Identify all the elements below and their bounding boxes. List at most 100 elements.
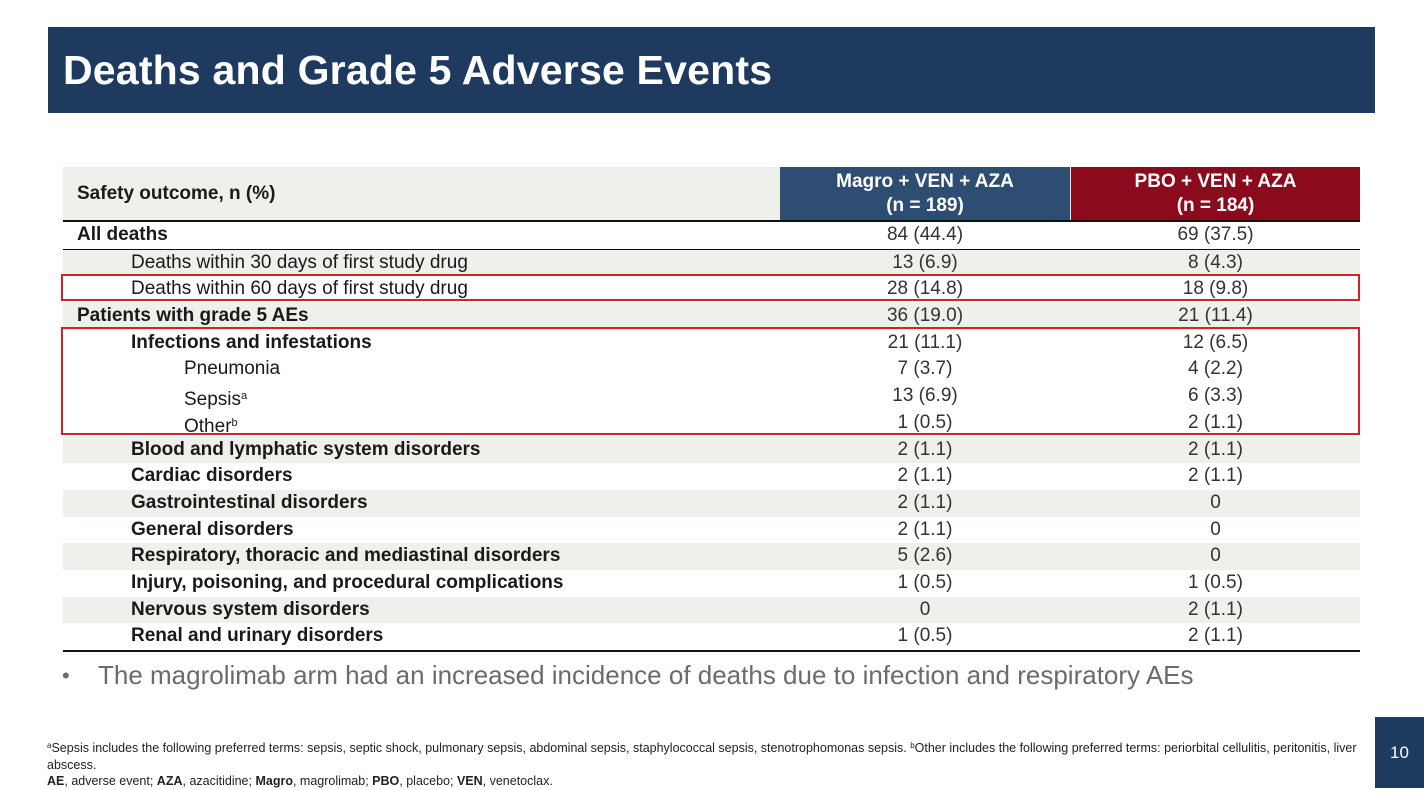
magro-value: 13 (6.9)	[892, 385, 958, 407]
abbr-def: , azacitidine;	[182, 774, 256, 788]
footnote-marker: a	[241, 390, 248, 403]
safety-table: Safety outcome, n (%) Magro + VEN + AZA …	[61, 167, 1360, 652]
abbr-def: , adverse event;	[64, 774, 157, 788]
pbo-value: 12 (6.5)	[1182, 331, 1249, 353]
abbreviations: AE, adverse event; AZA, azacitidine; Mag…	[47, 773, 1357, 790]
magro-value: 2 (1.1)	[897, 438, 953, 460]
table-row: Pneumonia 7 (3.7) 4 (2.2)	[63, 356, 1360, 383]
header-magro-n: (n = 189)	[886, 195, 964, 216]
footnotes: aSepsis includes the following preferred…	[47, 738, 1357, 790]
magro-value: 2 (1.1)	[897, 491, 953, 513]
table-row: Infections and infestations 21 (11.1) 12…	[63, 330, 1360, 357]
pbo-value: 21 (11.4)	[1178, 305, 1253, 327]
pbo-value: 1 (0.5)	[1188, 571, 1243, 593]
header-pbo-arm: PBO + VEN + AZA (n = 184)	[1071, 167, 1360, 220]
pbo-value: 2 (1.1)	[1188, 625, 1243, 647]
table-row: Deaths within 30 days of first study dru…	[63, 249, 1360, 277]
table-row: Patients with grade 5 AEs 36 (19.0) 21 (…	[63, 303, 1360, 330]
magro-value: 1 (0.5)	[897, 411, 953, 433]
table-row: Injury, poisoning, and procedural compli…	[63, 570, 1360, 597]
table-row: Respiratory, thoracic and mediastinal di…	[63, 543, 1360, 570]
header-label: Safety outcome, n (%)	[77, 183, 276, 204]
row-label: Blood and lymphatic system disorders	[131, 438, 481, 460]
magro-value: 1 (0.5)	[897, 571, 953, 593]
table-row: Nervous system disorders 0 2 (1.1)	[63, 596, 1360, 624]
table-row: Gastrointestinal disorders 2 (1.1) 0	[63, 489, 1360, 517]
table-row: Cardiac disorders 2 (1.1) 2 (1.1)	[63, 463, 1360, 490]
magro-value: 2 (1.1)	[897, 465, 953, 487]
row-label: Deaths within 60 days of first study dru…	[131, 278, 468, 300]
magro-value: 28 (14.8)	[886, 278, 964, 300]
key-finding-bullet: • The magrolimab arm had an increased in…	[62, 660, 1194, 691]
row-label-text: Other	[184, 415, 232, 437]
footnote-a-text: Sepsis includes the following preferred …	[51, 741, 911, 755]
pbo-value: 18 (9.8)	[1182, 278, 1249, 300]
abbr-def: , placebo;	[399, 774, 457, 788]
row-label: All deaths	[77, 224, 168, 245]
row-label: Cardiac disorders	[131, 465, 293, 487]
header-pbo-name: PBO + VEN + AZA	[1134, 171, 1297, 192]
abbr-term: VEN	[456, 774, 483, 788]
table-row: General disorders 2 (1.1) 0	[63, 517, 1360, 544]
header-magro-name: Magro + VEN + AZA	[836, 171, 1014, 192]
table-row: Sepsisa 13 (6.9) 6 (3.3)	[63, 383, 1360, 410]
title-bar: Deaths and Grade 5 Adverse Events	[48, 27, 1375, 113]
magro-value: 0	[919, 598, 931, 620]
magro-value: 2 (1.1)	[897, 518, 953, 540]
row-label: Injury, poisoning, and procedural compli…	[131, 571, 564, 593]
table-row: All deaths 84 (44.4) 69 (37.5)	[63, 222, 1360, 250]
table-row: Otherb 1 (0.5) 2 (1.1)	[63, 410, 1360, 437]
footnote-marker: b	[231, 416, 238, 429]
abbr-term: AZA	[156, 774, 183, 788]
header-pbo-n: (n = 184)	[1176, 195, 1255, 216]
abbr-term: Magro	[255, 774, 293, 788]
footnote-a-marker: a	[47, 741, 52, 750]
magro-value: 5 (2.6)	[897, 545, 953, 567]
bullet-text: The magrolimab arm had an increased inci…	[98, 660, 1194, 690]
slide-title: Deaths and Grade 5 Adverse Events	[63, 46, 773, 93]
pbo-value: 0	[1210, 491, 1221, 513]
abbr-term: AE	[47, 774, 65, 788]
magro-value: 13 (6.9)	[892, 251, 958, 273]
magro-value: 84 (44.4)	[886, 224, 964, 245]
bullet-icon: •	[62, 662, 70, 688]
table-row: Blood and lymphatic system disorders 2 (…	[63, 436, 1360, 464]
row-label: Patients with grade 5 AEs	[77, 305, 309, 327]
row-label: Respiratory, thoracic and mediastinal di…	[131, 545, 561, 567]
pbo-value: 2 (1.1)	[1188, 465, 1243, 487]
page-number: 10	[1375, 717, 1424, 788]
row-label-other: Otherb	[184, 410, 238, 441]
row-label: Infections and infestations	[131, 331, 372, 353]
magro-value: 36 (19.0)	[886, 305, 964, 327]
pbo-value: 0	[1210, 545, 1221, 567]
pbo-value: 2 (1.1)	[1188, 411, 1243, 433]
row-label: General disorders	[131, 518, 294, 540]
row-label: Renal and urinary disorders	[131, 625, 384, 647]
pbo-value: 0	[1210, 518, 1221, 540]
highlight-box-infections	[61, 327, 1360, 435]
row-label-text: Sepsis	[184, 389, 242, 411]
pbo-value: 69 (37.5)	[1177, 224, 1254, 245]
table-row: Renal and urinary disorders 1 (0.5) 2 (1…	[63, 623, 1360, 652]
table-header: Safety outcome, n (%) Magro + VEN + AZA …	[63, 167, 1360, 222]
row-label: Pneumonia	[184, 358, 281, 380]
pbo-value: 8 (4.3)	[1188, 251, 1243, 273]
abbr-def: , venetoclax.	[482, 774, 553, 788]
magro-value: 1 (0.5)	[897, 625, 953, 647]
abbr-term: PBO	[372, 774, 400, 788]
magro-value: 7 (3.7)	[897, 358, 953, 380]
row-label: Gastrointestinal disorders	[131, 491, 368, 513]
pbo-value: 2 (1.1)	[1188, 598, 1243, 620]
footnote-b-text: Other includes the following preferred t…	[47, 741, 1357, 772]
table-row: Deaths within 60 days of first study dru…	[63, 276, 1360, 303]
header-magro-arm: Magro + VEN + AZA (n = 189)	[780, 167, 1070, 220]
abbr-def: , magrolimab;	[292, 774, 373, 788]
row-label: Nervous system disorders	[131, 598, 370, 620]
highlight-box-60-day-deaths	[61, 274, 1360, 301]
magro-value: 21 (11.1)	[887, 331, 963, 353]
row-label-sepsis: Sepsisa	[184, 383, 247, 414]
footnote-b-marker: b	[910, 741, 915, 750]
pbo-value: 4 (2.2)	[1188, 358, 1243, 380]
row-label: Deaths within 30 days of first study dru…	[131, 251, 468, 273]
footnote-definitions: aSepsis includes the following preferred…	[47, 738, 1357, 773]
